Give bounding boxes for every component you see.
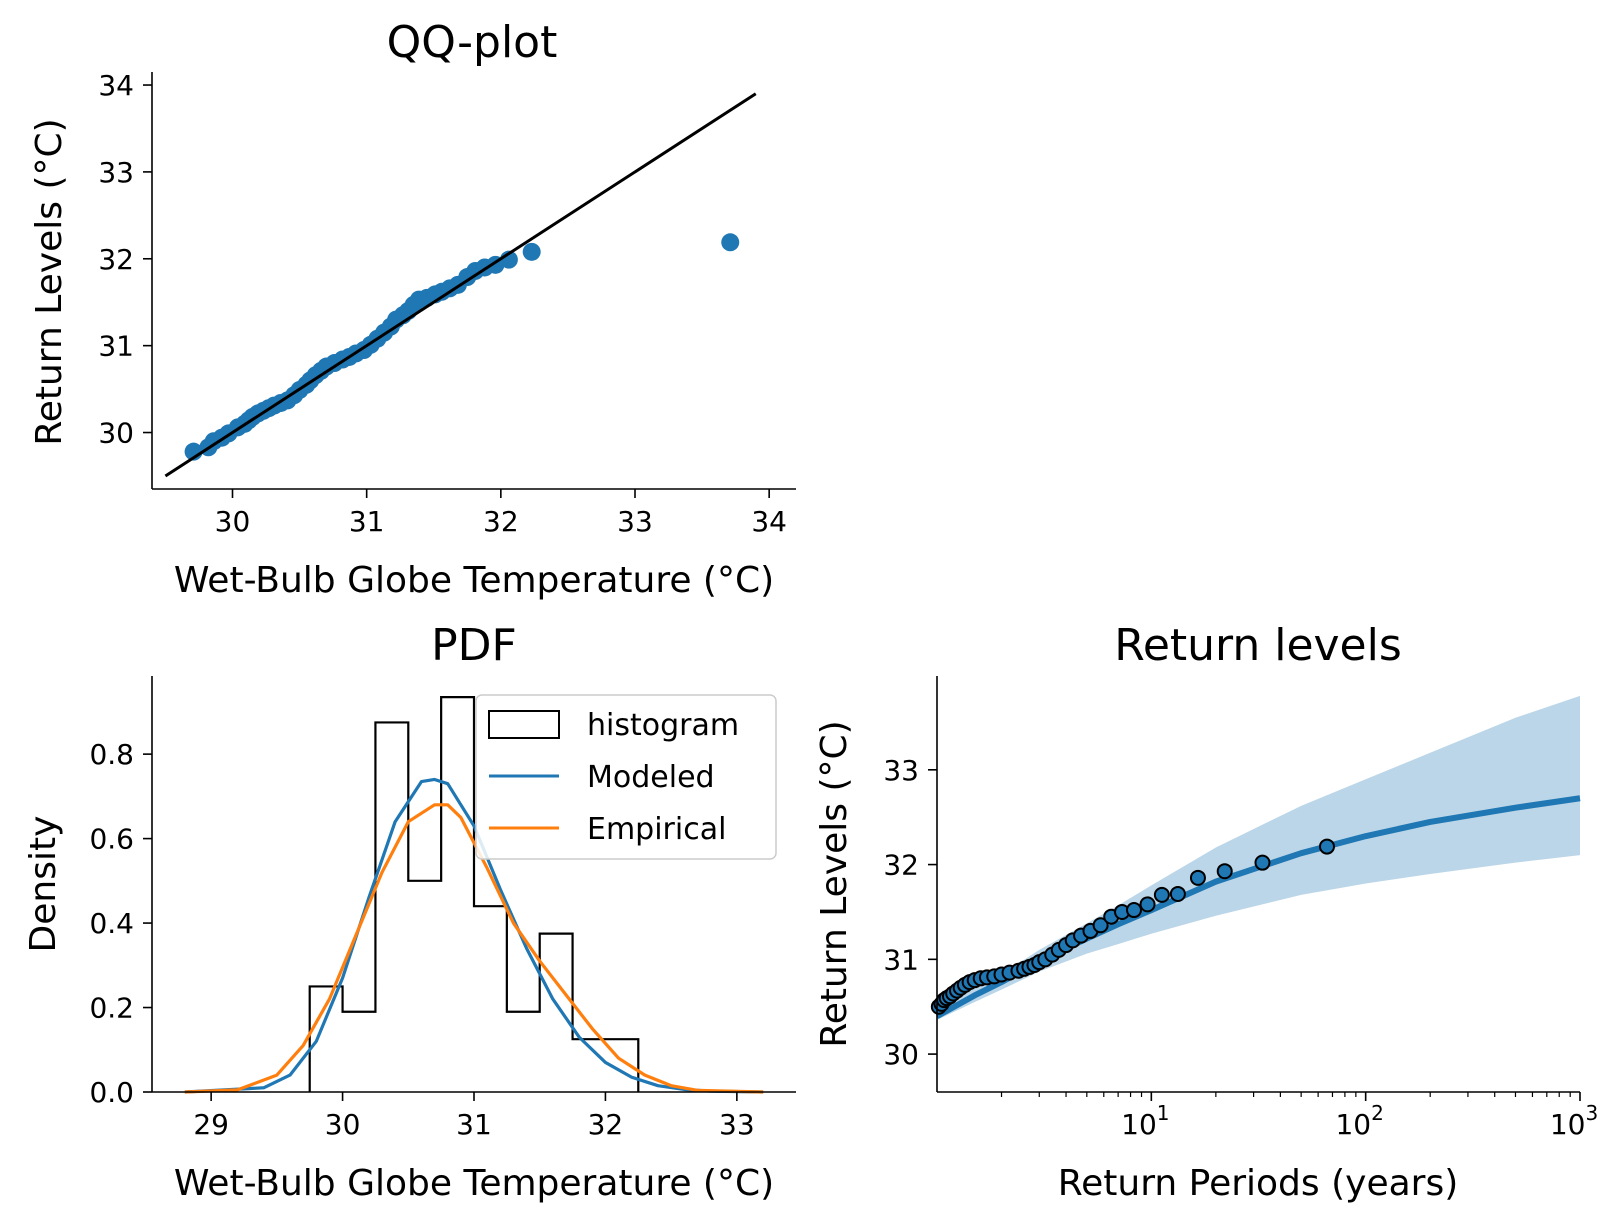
rl-x-tick-label: 103 <box>1550 1101 1598 1141</box>
qq-plot-title: QQ-plot <box>387 17 558 68</box>
return-levels-title: Return levels <box>1114 620 1402 671</box>
qq-x-ticks: 30 31 32 33 34 <box>215 489 787 538</box>
rl-x-ticks: 101 102 103 <box>1000 1092 1598 1141</box>
pdf-x-tick-label: 30 <box>325 1108 361 1141</box>
pdf-x-tick-label: 32 <box>588 1108 624 1141</box>
qq-plot-area <box>164 92 757 478</box>
empirical-density-line <box>184 803 764 1094</box>
qq-x-tick-label: 32 <box>483 505 519 538</box>
empirical-return-point <box>1216 863 1233 880</box>
rl-x-tick-base: 10 <box>1550 1108 1586 1141</box>
rl-y-tick-label: 30 <box>883 1038 919 1071</box>
pdf-plot-area <box>184 696 764 1094</box>
qq-plot-panel: QQ-plot 30 31 32 33 34 30 31 32 33 34 Wet-Bulb G… <box>29 17 796 601</box>
rl-x-tick-base: 10 <box>1121 1108 1157 1141</box>
rl-x-tick-exponent: 1 <box>1157 1101 1170 1125</box>
qq-y-tick-label: 34 <box>98 69 134 102</box>
pdf-y-axis-label: Density <box>23 816 64 953</box>
qq-x-tick-label: 31 <box>349 505 385 538</box>
pdf-legend: histogram Modeled Empirical <box>475 694 777 860</box>
rl-y-tick-label: 31 <box>883 943 919 976</box>
rl-x-tick-exponent: 2 <box>1371 1101 1384 1125</box>
qq-point <box>721 233 740 252</box>
rl-x-tick-exponent: 3 <box>1585 1101 1598 1125</box>
rl-y-ticks: 30 31 32 33 <box>883 754 937 1071</box>
empirical-return-point <box>1153 886 1170 903</box>
pdf-y-ticks: 0.0 0.2 0.4 0.6 0.8 <box>89 738 152 1109</box>
qq-point <box>522 242 541 261</box>
qq-y-tick-label: 31 <box>98 330 134 363</box>
pdf-x-tick-label: 29 <box>193 1108 229 1141</box>
legend-modeled-label: Modeled <box>587 760 715 795</box>
qq-x-tick-label: 33 <box>617 505 653 538</box>
qq-x-tick-label: 30 <box>215 505 251 538</box>
qq-y-tick-label: 32 <box>98 243 134 276</box>
pdf-y-tick-label: 0.4 <box>89 907 134 940</box>
pdf-x-axis-label: Wet-Bulb Globe Temperature (°C) <box>174 1163 774 1204</box>
rl-y-axis-label: Return Levels (°C) <box>814 720 855 1047</box>
qq-x-tick-label: 34 <box>751 505 787 538</box>
legend-frame <box>475 694 777 860</box>
rl-y-tick-label: 32 <box>883 849 919 882</box>
return-levels-plot-area <box>930 695 1581 1020</box>
rl-y-tick-label: 33 <box>883 754 919 787</box>
pdf-y-tick-label: 0.0 <box>89 1076 134 1109</box>
pdf-x-tick-label: 31 <box>456 1108 492 1141</box>
pdf-x-tick-label: 33 <box>719 1108 755 1141</box>
qq-reference-line <box>164 92 757 478</box>
legend-empirical-label: Empirical <box>587 812 726 847</box>
pdf-x-ticks: 29 30 31 32 33 <box>193 1092 755 1141</box>
rl-x-axis-label: Return Periods (years) <box>1058 1163 1459 1204</box>
rl-x-tick-label: 101 <box>1121 1101 1169 1141</box>
empirical-return-point <box>1125 902 1142 919</box>
legend-histogram-label: histogram <box>587 708 739 743</box>
empirical-return-point <box>1092 917 1109 934</box>
legend-histogram-swatch <box>488 710 560 739</box>
qq-x-axis-label: Wet-Bulb Globe Temperature (°C) <box>174 560 774 601</box>
rl-x-tick-label: 102 <box>1335 1101 1383 1141</box>
empirical-return-point <box>1189 869 1206 886</box>
empirical-return-point <box>1139 896 1156 913</box>
rl-x-tick-base: 10 <box>1335 1108 1371 1141</box>
empirical-return-point <box>1318 838 1335 855</box>
pdf-y-tick-label: 0.2 <box>89 992 134 1025</box>
qq-y-axis-label: Return Levels (°C) <box>29 118 70 445</box>
empirical-return-point <box>1254 854 1271 871</box>
qq-y-ticks: 30 31 32 33 34 <box>98 69 152 450</box>
qq-y-tick-label: 33 <box>98 156 134 189</box>
pdf-y-tick-label: 0.6 <box>89 823 134 856</box>
qq-y-tick-label: 30 <box>98 417 134 450</box>
pdf-title: PDF <box>431 620 517 671</box>
modeled-density-line <box>184 777 764 1094</box>
empirical-return-point <box>1169 885 1186 902</box>
pdf-panel: PDF 29 30 31 32 33 0.0 0.2 0.4 0.6 0.8 Wet-Bulb … <box>23 620 796 1204</box>
pdf-y-tick-label: 0.8 <box>89 738 134 771</box>
